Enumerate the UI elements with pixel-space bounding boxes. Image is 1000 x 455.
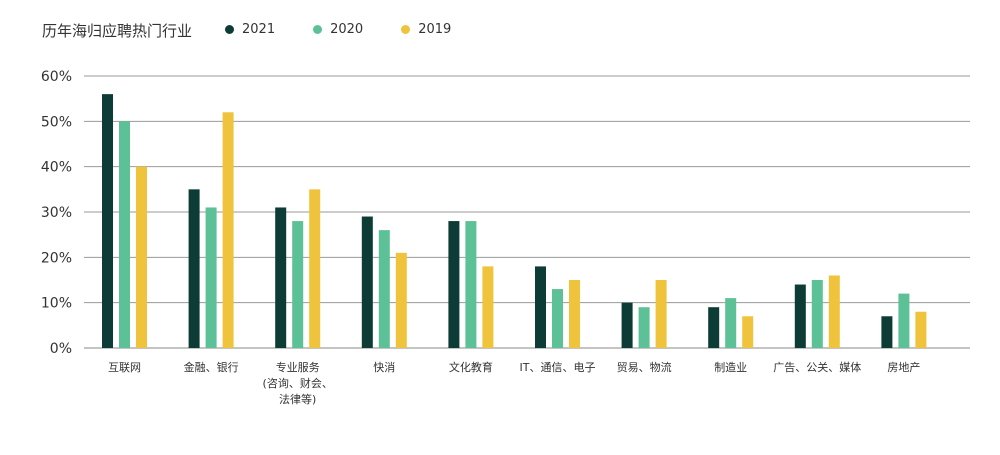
x-tick-label: (咨询、财会、 — [263, 376, 333, 390]
legend-label-2019: 2019 — [418, 22, 452, 37]
bar-2021 — [708, 307, 720, 348]
bar-2021 — [361, 216, 373, 348]
y-tick-label: 30% — [41, 205, 72, 221]
bar-2021 — [621, 302, 633, 348]
bar-2019 — [655, 280, 667, 348]
y-tick-label: 0% — [50, 341, 72, 357]
bar-2020 — [378, 230, 390, 348]
legend-item-2019: 2019 — [401, 22, 451, 37]
x-tick-label: 贸易、物流 — [617, 360, 672, 374]
bar-2020 — [638, 307, 650, 348]
bar-2019 — [222, 112, 234, 349]
legend-item-2021: 2021 — [225, 22, 275, 37]
bar-2019 — [136, 166, 147, 348]
bar-2021 — [881, 316, 893, 348]
bar-2020 — [205, 207, 217, 348]
x-tick-label: 专业服务 — [276, 360, 320, 374]
chart-title: 历年海归应聘热门行业 — [42, 22, 193, 40]
legend-label-2020: 2020 — [330, 22, 364, 37]
legend-swatch-2019 — [401, 25, 411, 34]
bar-2020 — [898, 293, 910, 348]
x-tick-label: 制造业 — [714, 360, 747, 374]
x-tick-label: 广告、公关、媒体 — [773, 360, 861, 374]
y-tick-label: 60% — [41, 69, 72, 85]
x-tick-label: 金融、银行 — [184, 360, 239, 374]
x-tick-label: IT、通信、电子 — [520, 361, 596, 374]
legend-item-2020: 2020 — [313, 22, 363, 37]
bar-2021 — [275, 207, 287, 348]
bar-2020 — [552, 289, 563, 348]
bar-2019 — [915, 311, 927, 348]
bar-2021 — [102, 94, 113, 348]
bar-2019 — [309, 189, 321, 348]
bar-2019 — [742, 316, 754, 348]
x-tick-label: 法律等) — [279, 392, 316, 406]
bar-2021 — [794, 284, 806, 348]
x-tick-label: 互联网 — [108, 361, 141, 374]
legend-swatch-2020 — [313, 25, 323, 34]
y-tick-label: 40% — [41, 160, 72, 176]
bar-2021 — [188, 189, 200, 348]
y-tick-label: 50% — [41, 114, 72, 130]
y-tick-label: 20% — [41, 250, 72, 266]
bar-2019 — [569, 280, 580, 348]
x-tick-label: 快消 — [373, 360, 395, 374]
bar-2020 — [119, 121, 130, 348]
bar-2020 — [811, 280, 823, 348]
bar-2020 — [292, 221, 304, 348]
legend: 2021 2020 2019 — [225, 22, 451, 37]
bar-2021 — [535, 266, 546, 348]
x-tick-label: 房地产 — [887, 360, 920, 374]
bar-2020 — [725, 298, 737, 348]
bar-2019 — [395, 252, 407, 348]
legend-swatch-2021 — [225, 25, 234, 34]
bar-2019 — [828, 275, 840, 348]
bar-2020 — [465, 221, 477, 348]
bar-2019 — [482, 266, 494, 348]
y-tick-label: 10% — [41, 296, 72, 312]
legend-label-2021: 2021 — [242, 22, 276, 37]
x-tick-label: 文化教育 — [449, 360, 493, 374]
bar-2021 — [448, 221, 460, 348]
